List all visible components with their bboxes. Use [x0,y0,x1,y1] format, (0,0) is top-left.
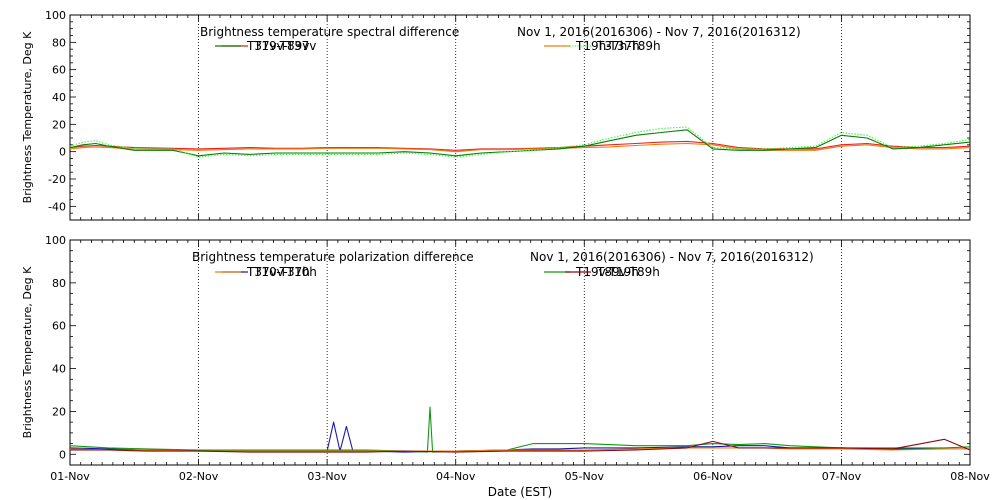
series-line [69,129,971,157]
legend-label: T19v-T19h [575,265,639,279]
x-tick-label: 05-Nov [565,470,605,483]
series-line [69,126,971,158]
y-axis-label: Brightness Temperature, Deg K [21,266,34,438]
y-tick-label: 100 [45,9,66,22]
legend-label: T10v-T10h [253,265,317,279]
chart-title: Brightness temperature spectral differen… [200,25,459,39]
x-tick-label: 03-Nov [307,470,347,483]
plot-frame [69,239,971,466]
legend-label: T37h-T89h [596,39,661,53]
series-line [70,438,971,453]
y-tick-label: 0 [59,146,66,159]
series-line [69,140,971,151]
y-tick-label: 60 [52,320,66,333]
chart-date-range: Nov 1, 2016(2016306) - Nov 7, 2016(20163… [517,25,801,39]
chart-title: Brightness temperature polarization diff… [192,250,474,264]
polarization-difference-panel: 0 20 40 60 80 100 Brightness Temperature, Deg … [21,234,990,499]
series-line [69,447,970,452]
plot-frame [69,14,971,221]
y-tick-label: 0 [59,448,66,461]
y-tick-label: 20 [52,405,66,418]
series-line [69,142,971,153]
x-tick-label: 07-Nov [822,470,862,483]
y-tick-label: 60 [52,64,66,77]
y-tick-label: 100 [45,234,66,247]
y-tick-label: 40 [52,363,66,376]
legend-label: T37v-T89v [246,39,309,53]
legend-item: T37h-T89h [565,39,661,53]
x-tick-label: 08-Nov [950,470,990,483]
legend-item: T37v-T89v [215,39,309,53]
y-tick-label: 80 [52,36,66,49]
y-tick-label: -20 [48,173,66,186]
y-tick-label: 40 [52,91,66,104]
legend-label: T19h-T37h [575,39,640,53]
legend-label: T19v-T37v [253,39,316,53]
x-tick-label: 06-Nov [693,470,733,483]
y-tick-label: 80 [52,277,66,290]
y-axis-label: Brightness Temperature, Deg K [21,31,34,203]
x-tick-label: 01-Nov [50,470,90,483]
x-tick-label: 04-Nov [436,470,476,483]
spectral-difference-panel: -40 -20 0 20 40 60 80 100 Brightness Temperature… [21,9,971,221]
legend-label: T89v-T89h [596,265,660,279]
series-line [69,406,971,453]
legend-item: T89v-T89h [565,265,660,279]
x-tick-label: 02-Nov [179,470,219,483]
x-axis-label: Date (EST) [488,485,552,499]
y-tick-label: 20 [52,118,66,131]
legend-item: T37v-T37h [215,265,310,279]
chart-date-range: Nov 1, 2016(2016306) - Nov 7, 2016(20163… [530,250,814,264]
y-tick-label: -40 [48,200,66,213]
legend-label: T37v-T37h [246,265,310,279]
